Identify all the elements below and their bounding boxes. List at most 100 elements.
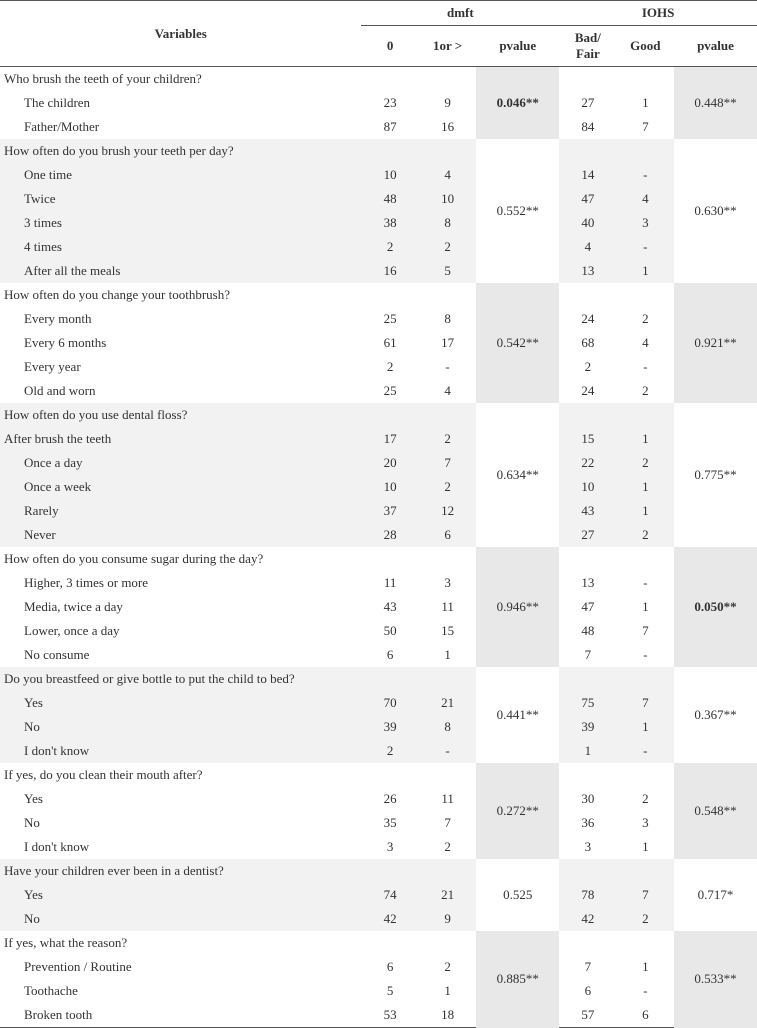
cell-iohs-badfair: 14: [559, 163, 616, 187]
pvalue-iohs: 0.533**: [674, 931, 757, 1028]
cell-iohs-badfair: 4: [559, 235, 616, 259]
cell-dmft-0: 74: [361, 883, 418, 907]
pvalue-dmft: 0.525: [476, 859, 559, 931]
pvalue-iohs: 0.775**: [674, 403, 757, 547]
cell-iohs-good: 7: [617, 115, 674, 139]
cell-dmft-1plus: 21: [419, 691, 476, 715]
pvalue-iohs: 0.367**: [674, 667, 757, 763]
cell-dmft-0: 20: [361, 451, 418, 475]
blank-cell: [559, 283, 616, 307]
col-group-dmft: dmft: [361, 1, 559, 26]
cell-iohs-good: 2: [617, 787, 674, 811]
option-label: No: [0, 811, 361, 835]
cell-dmft-1plus: 10: [419, 187, 476, 211]
blank-cell: [419, 859, 476, 883]
table-row: Media, twice a day4311471: [0, 595, 757, 619]
cell-iohs-badfair: 27: [559, 523, 616, 547]
col-group-iohs: IOHS: [559, 1, 757, 26]
cell-iohs-badfair: 30: [559, 787, 616, 811]
cell-dmft-0: 50: [361, 619, 418, 643]
blank-cell: [617, 667, 674, 691]
option-label: I don't know: [0, 739, 361, 763]
cell-iohs-badfair: 24: [559, 379, 616, 403]
col-iohs-good: Good: [617, 26, 674, 67]
option-label: Every year: [0, 355, 361, 379]
option-label: Yes: [0, 691, 361, 715]
option-label: Yes: [0, 787, 361, 811]
cell-iohs-badfair: 40: [559, 211, 616, 235]
blank-cell: [419, 283, 476, 307]
option-label: Higher, 3 times or more: [0, 571, 361, 595]
cell-iohs-good: 3: [617, 211, 674, 235]
blank-cell: [617, 67, 674, 92]
col-dmft-0: 0: [361, 26, 418, 67]
pvalue-dmft: 0.634**: [476, 403, 559, 547]
cell-dmft-0: 70: [361, 691, 418, 715]
cell-iohs-good: 7: [617, 619, 674, 643]
cell-iohs-good: 7: [617, 883, 674, 907]
cell-iohs-good: 1: [617, 91, 674, 115]
pvalue-dmft: 0.441**: [476, 667, 559, 763]
cell-dmft-1plus: 9: [419, 907, 476, 931]
table-row: No consume617-: [0, 643, 757, 667]
cell-dmft-1plus: 2: [419, 427, 476, 451]
cell-iohs-badfair: 24: [559, 307, 616, 331]
question-text: If yes, what the reason?: [0, 931, 361, 955]
option-label: No: [0, 715, 361, 739]
option-label: The children: [0, 91, 361, 115]
table-row: Once a week102101: [0, 475, 757, 499]
table-row: No398391: [0, 715, 757, 739]
data-table: Variables dmft IOHS 0 1or > pvalue Bad/ …: [0, 0, 757, 1028]
cell-dmft-1plus: 2: [419, 955, 476, 979]
table-row: No429422: [0, 907, 757, 931]
pvalue-dmft: 0.552**: [476, 139, 559, 283]
cell-iohs-good: 2: [617, 307, 674, 331]
blank-cell: [361, 547, 418, 571]
cell-iohs-badfair: 47: [559, 187, 616, 211]
table-row: Yes7021757: [0, 691, 757, 715]
blank-cell: [361, 859, 418, 883]
cell-iohs-good: -: [617, 643, 674, 667]
cell-dmft-1plus: 5: [419, 259, 476, 283]
option-label: Yes: [0, 883, 361, 907]
cell-dmft-1plus: 16: [419, 115, 476, 139]
blank-cell: [617, 403, 674, 427]
pvalue-dmft: 0.946**: [476, 547, 559, 667]
pvalue-dmft: 0.046**: [476, 67, 559, 140]
cell-iohs-badfair: 6: [559, 979, 616, 1003]
cell-dmft-0: 6: [361, 955, 418, 979]
question-text: How often do you use dental floss?: [0, 403, 361, 427]
cell-dmft-1plus: 2: [419, 835, 476, 859]
col-dmft-1plus: 1or >: [419, 26, 476, 67]
cell-dmft-1plus: 4: [419, 163, 476, 187]
blank-cell: [419, 139, 476, 163]
question-text: How often do you brush your teeth per da…: [0, 139, 361, 163]
table-row: 4 times224-: [0, 235, 757, 259]
cell-iohs-good: 2: [617, 523, 674, 547]
blank-cell: [419, 403, 476, 427]
pvalue-iohs: 0.448**: [674, 67, 757, 140]
cell-iohs-good: 1: [617, 499, 674, 523]
table-row: Never286272: [0, 523, 757, 547]
blank-cell: [617, 859, 674, 883]
blank-cell: [559, 763, 616, 787]
table-row: Prevention / Routine6271: [0, 955, 757, 979]
question-text: If yes, do you clean their mouth after?: [0, 763, 361, 787]
cell-dmft-0: 39: [361, 715, 418, 739]
option-label: Toothache: [0, 979, 361, 1003]
option-label: 3 times: [0, 211, 361, 235]
table-body: Who brush the teeth of your children?0.0…: [0, 67, 757, 1028]
cell-iohs-good: -: [617, 571, 674, 595]
cell-dmft-0: 17: [361, 427, 418, 451]
cell-dmft-1plus: 21: [419, 883, 476, 907]
blank-cell: [361, 667, 418, 691]
option-label: Father/Mother: [0, 115, 361, 139]
table-row: No357363: [0, 811, 757, 835]
cell-iohs-good: -: [617, 163, 674, 187]
table-header: Variables dmft IOHS 0 1or > pvalue Bad/ …: [0, 1, 757, 67]
option-label: Media, twice a day: [0, 595, 361, 619]
cell-dmft-1plus: 8: [419, 211, 476, 235]
option-label: No consume: [0, 643, 361, 667]
cell-dmft-0: 10: [361, 475, 418, 499]
cell-iohs-good: 2: [617, 907, 674, 931]
